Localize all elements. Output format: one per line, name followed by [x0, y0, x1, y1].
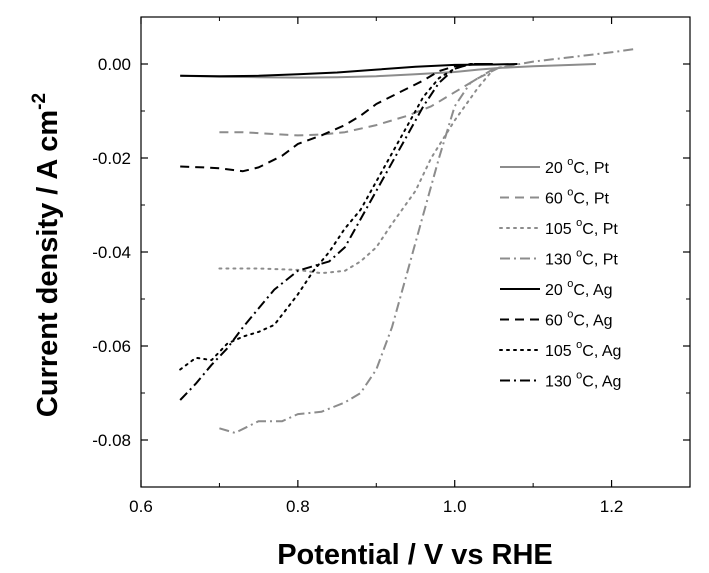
legend-label-degree: o	[567, 156, 573, 168]
legend-label-rest: C, Ag	[573, 282, 612, 299]
y-axis-title: Current density / A cm-2	[29, 93, 64, 417]
x-tick-label: 0.6	[129, 497, 153, 516]
series-line-60-c-pt	[219, 65, 503, 137]
x-tick-label: 1.0	[443, 497, 467, 516]
legend-label-value: 20	[545, 160, 567, 177]
legend-label-degree: o	[576, 248, 582, 260]
y-axis-title-superscript: -2	[29, 93, 50, 110]
x-tick-label: 1.2	[600, 497, 624, 516]
y-tick-label: -0.06	[92, 337, 131, 356]
legend-label-degree: o	[576, 370, 582, 382]
legend-label: 20 oC, Ag	[545, 278, 613, 299]
legend-label: 130 oC, Ag	[545, 370, 621, 391]
legend-label: 105 oC, Pt	[545, 217, 618, 238]
legend-label: 60 oC, Pt	[545, 187, 609, 208]
legend-label-rest: C, Pt	[582, 252, 618, 269]
legend-label: 20 oC, Pt	[545, 156, 609, 177]
x-tick-label: 0.8	[286, 497, 310, 516]
y-tick-label: -0.04	[92, 243, 131, 262]
y-tick-label: 0.00	[98, 55, 131, 74]
legend-label-rest: C, Ag	[582, 343, 621, 360]
legend-label-degree: o	[567, 187, 573, 199]
y-axis-title-main: Current density / A cm	[32, 110, 64, 417]
x-axis-title: Potential / V vs RHE	[277, 539, 553, 571]
legend-label-value: 130	[545, 374, 576, 391]
legend-label-rest: C, Pt	[573, 191, 609, 208]
legend-label-degree: o	[567, 278, 573, 290]
series-line-60-c-ag	[180, 63, 494, 173]
legend-label-value: 20	[545, 282, 567, 299]
legend-label: 130 oC, Pt	[545, 248, 618, 269]
y-tick-label: -0.08	[92, 431, 131, 450]
legend-label-value: 105	[545, 221, 576, 238]
legend-label-rest: C, Ag	[573, 313, 612, 330]
y-axis-title-group: Current density / A cm-2	[29, 93, 64, 417]
series-line-130-c-pt	[219, 48, 636, 434]
tick-labels: 0.6 0.8 1.0 1.2 0.00 -0.02 -0.04 -0.06 -0.08	[92, 55, 623, 516]
legend-label: 60 oC, Ag	[545, 309, 613, 330]
legend-label-rest: C, Pt	[573, 160, 609, 177]
axis-ticks	[140, 16, 690, 488]
series-line-105-c-pt	[218, 63, 519, 275]
legend-label: 105 oC, Ag	[545, 339, 621, 360]
legend-label-degree: o	[567, 309, 573, 321]
series-line-130-c-ag	[179, 63, 487, 401]
legend-label-value: 105	[545, 343, 576, 360]
legend-label-rest: C, Ag	[582, 374, 621, 391]
series-line-20-c-pt	[180, 63, 596, 79]
y-tick-label: -0.02	[92, 149, 131, 168]
series-line-105-c-ag	[179, 63, 488, 371]
legend-label-degree: o	[576, 339, 582, 351]
series-layer	[179, 48, 636, 434]
legend-label-rest: C, Pt	[582, 221, 618, 238]
legend-label-value: 130	[545, 252, 576, 269]
legend-label-value: 60	[545, 191, 567, 208]
legend-label-value: 60	[545, 313, 567, 330]
legend-label-degree: o	[576, 217, 582, 229]
